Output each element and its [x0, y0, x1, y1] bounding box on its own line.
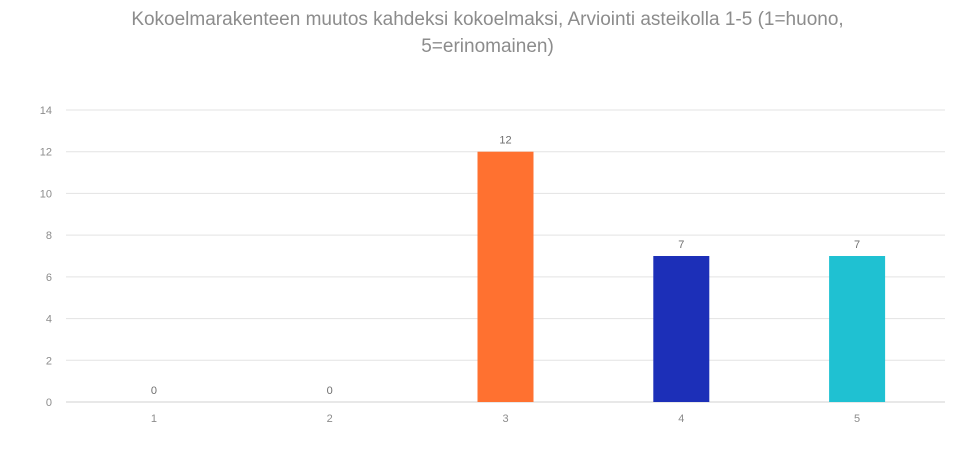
x-tick-label: 3 [502, 413, 508, 425]
chart-title-line-2: 5=erinomainen) [421, 36, 554, 57]
bar-5 [829, 256, 886, 402]
y-tick-label: 8 [46, 230, 52, 242]
bar-4 [653, 256, 710, 402]
data-label: 7 [678, 239, 684, 251]
y-tick-label: 10 [40, 188, 52, 200]
x-tick-label: 2 [327, 413, 333, 425]
x-tick-label: 1 [151, 413, 157, 425]
bars [477, 151, 886, 402]
data-label: 0 [327, 385, 333, 397]
chart-title-line-1: Kokoelmarakenteen muutos kahdeksi kokoel… [131, 9, 844, 30]
x-tick-label: 4 [678, 413, 684, 425]
y-tick-label: 0 [46, 397, 52, 409]
bar-3 [477, 151, 534, 402]
data-label: 7 [854, 239, 860, 251]
y-tick-label: 14 [40, 105, 52, 117]
y-tick-label: 6 [46, 272, 52, 284]
chart-title: Kokoelmarakenteen muutos kahdeksi kokoel… [0, 6, 975, 60]
y-axis: 0 2 4 6 8 10 12 14 [40, 105, 52, 409]
x-tick-label: 5 [854, 413, 860, 425]
y-tick-label: 2 [46, 355, 52, 367]
data-labels: 0 0 12 7 7 [151, 135, 860, 397]
x-axis: 1 2 3 4 5 [151, 413, 860, 425]
data-label: 12 [499, 135, 511, 147]
y-tick-label: 12 [40, 147, 52, 159]
y-tick-label: 4 [46, 314, 52, 326]
data-label: 0 [151, 385, 157, 397]
